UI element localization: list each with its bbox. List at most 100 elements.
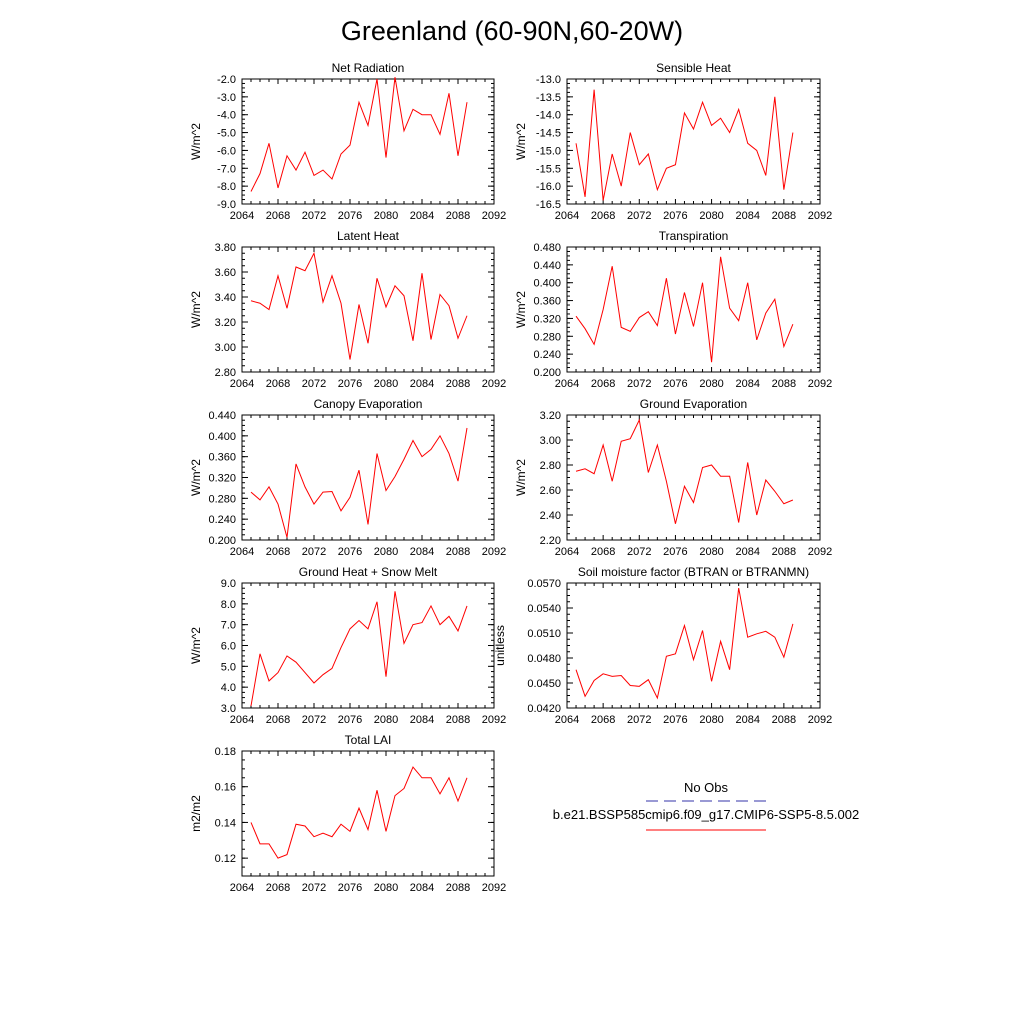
x-tick-label: 2092 [482,210,506,222]
x-tick-label: 2072 [627,378,651,390]
x-tick-label: 2076 [663,210,687,222]
y-tick-label: 4.0 [221,682,236,694]
x-tick-label: 2076 [338,210,362,222]
y-tick-label: 0.0570 [527,578,561,590]
y-tick-label: 2.20 [540,535,561,547]
y-axis-label: unitless [493,625,507,666]
y-tick-label: 0.280 [208,493,236,505]
x-tick-label: 2068 [266,714,290,726]
plot-frame [566,246,821,373]
series-line [575,89,794,201]
x-tick-label: 2064 [555,378,579,390]
y-tick-label: 0.0450 [527,678,561,690]
y-tick-label: -7.0 [217,163,236,175]
x-tick-label: 2088 [772,378,796,390]
x-tick-label: 2064 [230,378,254,390]
y-tick-label: 0.240 [208,514,236,526]
x-tick-label: 2076 [338,882,362,894]
y-tick-label: -14.0 [536,110,561,122]
y-tick-label: 3.40 [215,292,236,304]
series-line [250,251,468,360]
y-tick-label: 3.20 [540,410,561,422]
x-tick-label: 2072 [302,714,326,726]
panel-ground-heat-snow-melt: Ground Heat + Snow Melt 2064 2068 2072 2076 2… [189,565,506,726]
y-tick-label: 3.0 [221,703,236,715]
x-tick-label: 2076 [663,714,687,726]
x-tick-label: 2068 [266,546,290,558]
x-tick-label: 2088 [446,210,470,222]
y-tick-label: 0.480 [533,242,561,254]
series-line [250,427,468,538]
y-tick-label: 2.40 [540,510,561,522]
panel-title: Net Radiation [332,61,405,75]
x-tick-label: 2068 [266,378,290,390]
panels: Net Radiation 2064 2068 2072 2076 2080 2084 208… [189,61,832,894]
x-tick-label: 2076 [338,714,362,726]
panel-title: Ground Evaporation [640,397,747,411]
y-axis-label: W/m^2 [189,627,203,664]
y-tick-label: 7.0 [221,620,236,632]
y-tick-label: 0.360 [533,296,561,308]
x-tick-label: 2064 [555,546,579,558]
y-tick-label: -9.0 [217,199,236,211]
x-tick-label: 2092 [808,378,832,390]
legend: No Obs b.e21.BSSP585cmip6.f09_g17.CMIP6-… [553,780,859,831]
y-tick-label: -13.5 [536,92,561,104]
x-tick-label: 2092 [482,546,506,558]
x-tick-label: 2080 [374,714,398,726]
x-tick-label: 2080 [699,546,723,558]
y-tick-label: -15.0 [536,145,561,157]
panel-title: Latent Heat [337,229,400,243]
x-tick-label: 2076 [663,378,687,390]
y-tick-label: -15.5 [536,163,561,175]
x-tick-label: 2068 [591,210,615,222]
panel-title: Canopy Evaporation [314,397,423,411]
x-tick-label: 2088 [446,714,470,726]
x-tick-label: 2084 [735,378,759,390]
x-tick-label: 2088 [772,210,796,222]
x-tick-label: 2084 [410,714,434,726]
y-axis-label: W/m^2 [514,123,528,160]
x-tick-label: 2068 [591,378,615,390]
y-tick-label: 0.400 [208,431,236,443]
x-tick-label: 2092 [808,546,832,558]
y-axis-label: W/m^2 [514,459,528,496]
y-tick-label: 0.200 [533,367,561,379]
y-tick-label: 0.0420 [527,703,561,715]
y-tick-label: 0.320 [533,313,561,325]
y-tick-label: 0.200 [208,535,236,547]
panel-title: Soil moisture factor (BTRAN or BTRANMN) [578,565,809,579]
y-axis-label: W/m^2 [189,123,203,160]
panel-ground-evaporation: Ground Evaporation 2064 2068 2072 2076 2080 20… [514,397,832,558]
y-tick-label: 6.0 [221,641,236,653]
y-tick-label: 0.440 [208,410,236,422]
x-tick-label: 2068 [266,210,290,222]
y-tick-label: 0.440 [533,260,561,272]
x-tick-label: 2072 [302,378,326,390]
x-tick-label: 2088 [446,546,470,558]
x-tick-label: 2080 [699,714,723,726]
figure-title: Greenland (60-90N,60-20W) [341,16,683,46]
legend-obs-label: No Obs [684,780,729,795]
x-tick-label: 2064 [230,714,254,726]
panel-title: Transpiration [659,229,729,243]
y-tick-label: -5.0 [217,128,236,140]
x-tick-label: 2092 [482,882,506,894]
series-line [250,77,468,192]
y-tick-label: -16.0 [536,181,561,193]
y-tick-label: 2.60 [540,485,561,497]
x-tick-label: 2072 [302,210,326,222]
x-tick-label: 2072 [627,714,651,726]
plot-frame [566,78,821,205]
x-tick-label: 2080 [699,378,723,390]
series-line [575,587,794,700]
panel-latent-heat: Latent Heat 2064 2068 2072 2076 2080 2084 2088 2… [189,229,506,390]
y-axis-label: m2/m2 [189,795,203,832]
x-tick-label: 2092 [482,378,506,390]
y-tick-label: 3.60 [215,267,236,279]
y-tick-label: 0.0510 [527,628,561,640]
y-tick-label: 9.0 [221,578,236,590]
x-tick-label: 2088 [446,882,470,894]
x-tick-label: 2072 [302,882,326,894]
